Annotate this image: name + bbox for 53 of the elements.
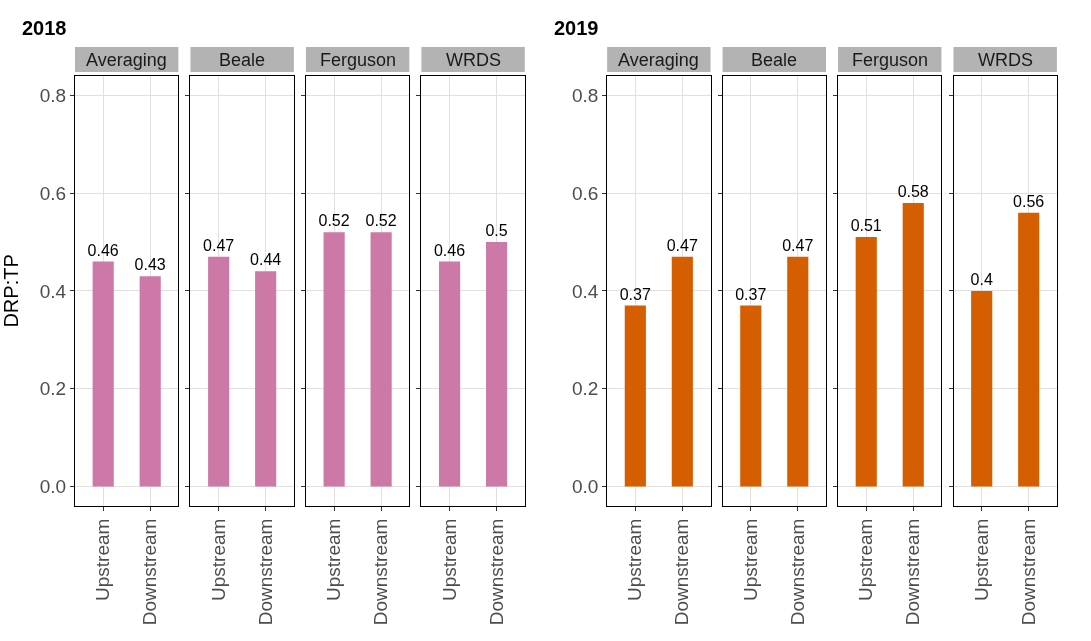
data-label: 0.58 <box>897 182 929 200</box>
text: 2018 <box>22 17 67 39</box>
data-label: 0.4 <box>970 270 993 288</box>
x-tick-label: Upstream <box>970 518 992 601</box>
x-tick-label: Downstream <box>139 518 161 626</box>
data-label: 0.37 <box>735 285 767 303</box>
chart-title: Beale <box>219 50 266 70</box>
chart-title: Ferguson <box>852 50 929 70</box>
x-tick-label: Downstream <box>786 518 808 626</box>
data-label: 0.47 <box>782 236 814 254</box>
x-tick-label: Upstream <box>624 518 646 601</box>
data-label: 0.43 <box>134 256 166 274</box>
data-label: 0.46 <box>433 241 466 259</box>
x-tick-label: Upstream <box>739 518 761 601</box>
data-label: 0.47 <box>666 236 698 254</box>
x-tick-label: Downstream <box>902 518 924 626</box>
chart-title: Averaging <box>86 50 167 70</box>
chart-title: Beale <box>751 50 798 70</box>
chart-title: Ferguson <box>320 50 397 70</box>
x-tick-label: Downstream <box>370 518 392 626</box>
data-label: 0.52 <box>318 212 350 230</box>
y-tick-label: 0.4 <box>39 280 67 302</box>
y-tick-label: 0.2 <box>571 378 599 400</box>
x-tick-label: Upstream <box>438 518 460 601</box>
y-tick-label: 0.0 <box>39 476 67 498</box>
data-label: 0.56 <box>1013 192 1045 210</box>
data-label: 0.37 <box>619 285 651 303</box>
x-tick-label: Upstream <box>855 518 877 601</box>
y-tick-label: 0.8 <box>39 85 67 106</box>
y-tick-label: 0.4 <box>571 280 599 302</box>
x-tick-label: Upstream <box>207 518 229 601</box>
data-label: 0.51 <box>850 217 882 235</box>
chart-title: WRDS <box>978 50 1033 70</box>
text: 2019 <box>554 17 599 39</box>
data-label: 0.47 <box>203 236 235 254</box>
y-tick-label: 0.6 <box>571 182 599 204</box>
y-axis-title: DRP:TP <box>0 254 23 328</box>
data-label: 0.52 <box>365 212 397 230</box>
data-label: 0.46 <box>87 241 119 259</box>
x-tick-label: Upstream <box>323 518 345 601</box>
x-tick-label: Downstream <box>254 518 276 626</box>
y-tick-label: 0.2 <box>39 378 67 400</box>
x-tick-label: Downstream <box>671 518 693 626</box>
y-tick-label: 0.0 <box>571 476 599 498</box>
data-label: 0.44 <box>250 251 282 269</box>
data-label: 0.5 <box>485 222 508 240</box>
x-tick-label: Downstream <box>485 518 507 626</box>
chart-title: Averaging <box>618 50 699 70</box>
y-tick-label: 0.8 <box>571 85 599 106</box>
x-tick-label: Upstream <box>92 518 114 601</box>
y-tick-label: 0.6 <box>39 182 67 204</box>
chart-title: WRDS <box>446 50 501 70</box>
x-tick-label: Downstream <box>1017 518 1039 626</box>
